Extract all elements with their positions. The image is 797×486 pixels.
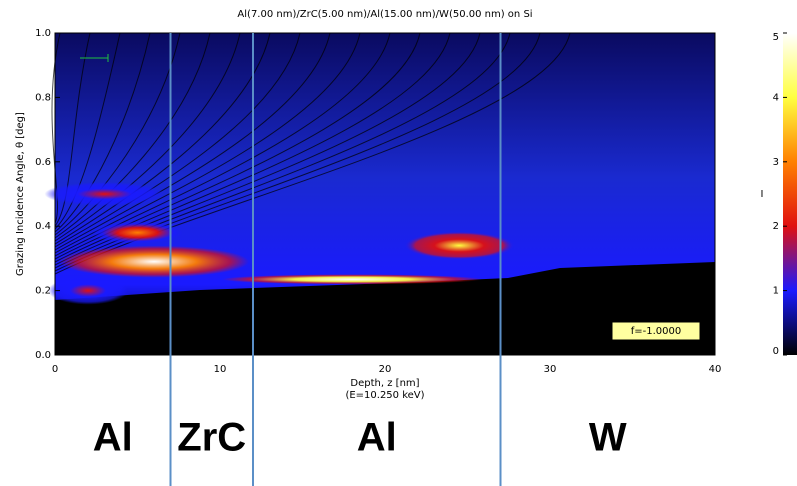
y-tick-label: 1.0 (35, 28, 51, 39)
contour-line (54, 32, 271, 245)
dark-region (55, 262, 715, 355)
y-tick-label: 0.0 (35, 350, 51, 361)
contour-line (54, 32, 91, 227)
x-tick-label: 40 (709, 364, 722, 375)
y-tick-label: 0.2 (35, 286, 51, 297)
x-tick-label: 10 (214, 364, 227, 375)
colorbar-tick-label: 4 (773, 92, 779, 103)
colorbar-tick-label: 5 (773, 32, 779, 43)
colorbar-tick-label: 2 (773, 221, 779, 232)
x-tick-label: 30 (544, 364, 557, 375)
y-tick-label: 0.6 (35, 157, 51, 168)
contour-line (54, 32, 331, 251)
layer-label: Al (93, 416, 133, 460)
hotspot (222, 274, 482, 285)
x-tick-label: 0 (52, 364, 58, 375)
y-tick-label: 0.4 (35, 221, 51, 232)
contour-line (54, 32, 301, 248)
hotspot (404, 231, 515, 260)
contour-line (54, 32, 121, 230)
x-axis-sublabel: (E=10.250 keV) (345, 390, 424, 401)
layer-label: ZrC (177, 416, 246, 460)
contour-line (54, 32, 151, 233)
hotspot (59, 245, 249, 278)
contour-line (54, 32, 211, 239)
y-axis-label: Grazing Incidence Angle, θ [deg] (15, 112, 26, 276)
x-tick-label: 20 (379, 364, 392, 375)
contour-line (54, 32, 571, 275)
colorbar-label: I (761, 189, 764, 200)
annotation-box (611, 321, 701, 341)
colorbar-tick-label: 1 (773, 286, 779, 297)
chart-title: Al(7.00 nm)/ZrC(5.00 nm)/Al(15.00 nm)/W(… (237, 9, 532, 20)
colorbar (783, 33, 797, 355)
y-tick-label: 0.8 (35, 92, 51, 103)
layer-label: Al (357, 416, 397, 460)
hotspot (44, 182, 165, 206)
hotspot (48, 276, 128, 305)
colorbar-tick-label: 0 (773, 346, 779, 357)
x-axis-label: Depth, z [nm] (350, 378, 419, 389)
colorbar-tick-label: 3 (773, 157, 779, 168)
annotation: f=-1.0000 (631, 326, 682, 337)
layer-label: W (589, 416, 627, 460)
hotspot (92, 221, 183, 244)
contour-line (54, 32, 241, 242)
